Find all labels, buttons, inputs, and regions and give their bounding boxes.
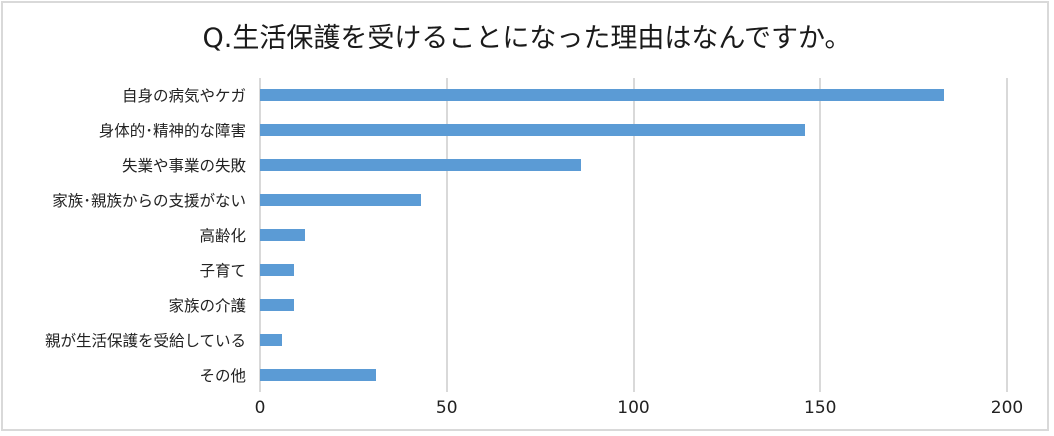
- bar: [260, 298, 294, 311]
- bar: [260, 89, 944, 102]
- bar: [260, 194, 421, 207]
- bar: [260, 333, 283, 346]
- category-label: 子育て: [199, 261, 246, 280]
- bar: [260, 229, 305, 241]
- category-label: 身体的･精神的な障害: [98, 122, 246, 141]
- x-tick-label: 50: [435, 398, 458, 418]
- category-label: 高齢化: [199, 227, 246, 245]
- category-label: その他: [199, 366, 246, 385]
- category-label: 自身の病気やケガ: [121, 87, 246, 106]
- plot-area: [259, 78, 1008, 392]
- x-tick-label: 200: [990, 398, 1024, 418]
- chart-title: Q.生活保護を受けることになった理由はなんですか。: [202, 23, 852, 54]
- category-label: 失業や事業の失敗: [121, 157, 246, 176]
- bar: [260, 124, 806, 137]
- bar: [260, 263, 294, 276]
- category-label: 家族･親族からの支援がない: [52, 192, 246, 211]
- gridline: [445, 78, 448, 392]
- category-label: 親が生活保護を受給している: [44, 331, 246, 350]
- x-tick-label: 100: [617, 398, 650, 418]
- bar: [260, 159, 582, 172]
- gridline: [1006, 78, 1008, 392]
- gridline: [819, 78, 822, 392]
- bar: [260, 368, 376, 381]
- x-tick-label: 150: [804, 398, 837, 418]
- category-label: 家族の介護: [168, 296, 246, 315]
- x-tick-label: 0: [254, 398, 266, 418]
- gridline: [632, 78, 635, 392]
